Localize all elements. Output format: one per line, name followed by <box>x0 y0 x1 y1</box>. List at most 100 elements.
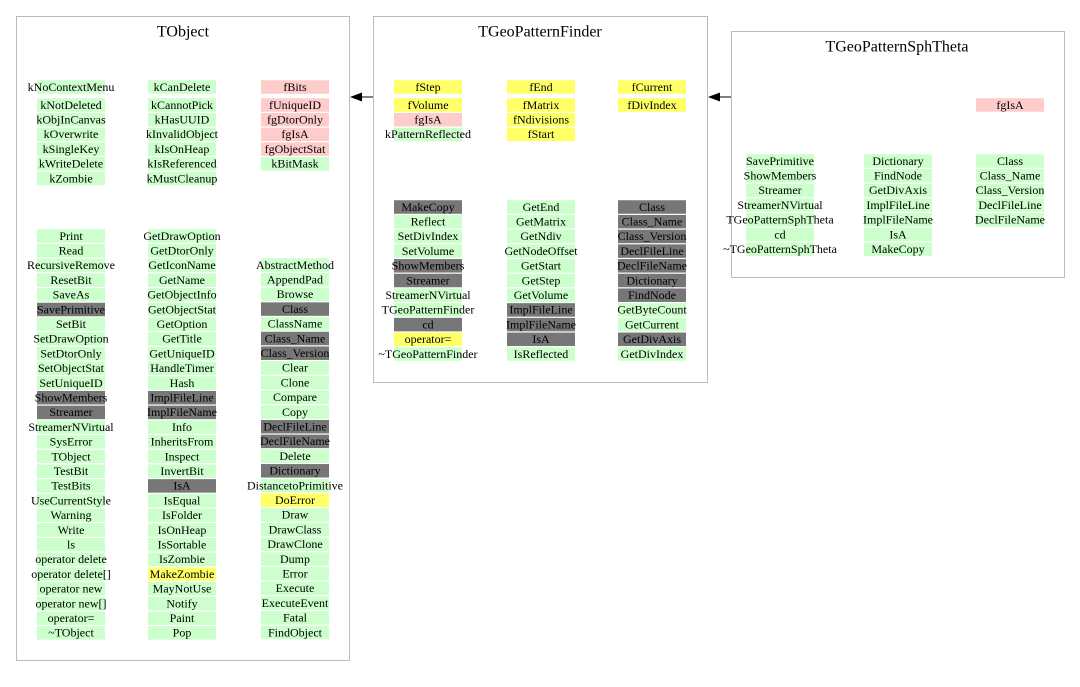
member-highlight <box>37 273 105 287</box>
member-highlight <box>394 244 462 258</box>
member-label: RecursiveRemove <box>27 258 115 272</box>
member-highlight <box>37 405 105 420</box>
member-highlight <box>394 200 462 214</box>
member-highlight <box>507 244 575 258</box>
member-highlight <box>618 229 686 244</box>
member-highlight <box>394 303 462 317</box>
member-label: cd <box>774 227 785 241</box>
member-label: GetNodeOffset <box>504 244 578 258</box>
member-label: ImplFileLine <box>150 390 213 404</box>
member-highlight <box>261 390 329 405</box>
member-label: ls <box>67 537 75 551</box>
member-highlight <box>261 566 329 581</box>
member-highlight <box>37 435 105 449</box>
member-highlight <box>507 347 575 361</box>
member-label: TGeoPatternFinder <box>382 303 475 317</box>
member-label: FindNode <box>874 168 922 182</box>
member-highlight <box>618 347 686 361</box>
member-label: GetVolume <box>514 288 568 302</box>
member-label: fDivIndex <box>627 98 676 112</box>
member-label: kObjInCanvas <box>36 112 106 126</box>
member-label: Pop <box>173 626 192 640</box>
member-highlight <box>37 582 105 596</box>
member-label: kCanDelete <box>154 80 211 94</box>
member-label: SetBit <box>56 317 87 331</box>
member-highlight <box>507 229 575 244</box>
member-highlight <box>37 80 105 94</box>
member-label: FindObject <box>268 625 323 639</box>
member-label: fUniqueID <box>269 98 321 112</box>
member-highlight <box>261 287 329 302</box>
member-label: ImplFileLine <box>866 198 929 212</box>
inheritance-arrow <box>708 92 731 102</box>
member-highlight <box>261 611 329 625</box>
member-label: StreamerNVirtual <box>737 198 823 212</box>
member-highlight <box>618 303 686 317</box>
member-highlight <box>261 508 329 522</box>
member-highlight <box>148 157 216 171</box>
member-label: IsA <box>532 332 550 346</box>
member-highlight <box>37 567 105 581</box>
member-label: GetCurrent <box>625 317 680 331</box>
member-highlight <box>746 198 814 212</box>
member-label: InheritsFrom <box>151 435 214 449</box>
member-label: Dump <box>280 552 310 566</box>
member-label: Class_Version <box>976 183 1045 197</box>
member-label: kBitMask <box>271 157 318 171</box>
member-highlight <box>746 168 814 183</box>
member-highlight <box>507 303 575 317</box>
member-label: operator delete[] <box>31 567 111 581</box>
member-label: GetOption <box>157 317 208 331</box>
member-highlight <box>261 272 329 287</box>
member-highlight <box>37 611 105 625</box>
member-highlight <box>507 332 575 347</box>
member-highlight <box>148 626 216 640</box>
member-label: operator new <box>40 582 103 596</box>
member-highlight <box>148 98 216 112</box>
member-label: Class_Name <box>622 214 683 228</box>
member-highlight <box>394 214 462 229</box>
member-label: GetObjectStat <box>148 302 217 316</box>
member-label: Streamer <box>49 405 92 419</box>
member-highlight <box>261 258 329 272</box>
member-highlight <box>394 288 462 302</box>
member-highlight <box>261 98 329 112</box>
member-label: fStart <box>528 127 555 141</box>
member-label: Class_Name <box>980 168 1041 182</box>
member-highlight <box>261 434 329 449</box>
class-title: TGeoPatternFinder <box>478 24 602 41</box>
member-label: fgIsA <box>414 112 442 126</box>
member-highlight <box>261 142 329 156</box>
member-label: GetEnd <box>523 200 560 214</box>
member-highlight <box>618 273 686 288</box>
member-highlight <box>37 243 105 258</box>
member-highlight <box>507 214 575 229</box>
member-highlight <box>618 317 686 332</box>
member-label: GetNdiv <box>520 229 561 243</box>
member-highlight <box>37 523 105 537</box>
member-highlight <box>507 200 575 214</box>
member-label: InvertBit <box>160 464 204 478</box>
member-highlight <box>261 522 329 537</box>
member-label: kInvalidObject <box>146 127 219 141</box>
member-label: Streamer <box>406 273 449 287</box>
member-label: ImplFileName <box>506 317 576 331</box>
member-label: IsZombie <box>159 552 205 566</box>
member-label: MakeZombie <box>150 567 215 581</box>
member-highlight <box>394 317 462 332</box>
member-highlight <box>148 449 216 464</box>
member-label: fEnd <box>529 80 552 94</box>
member-label: kWriteDelete <box>39 157 103 171</box>
member-label: Paint <box>170 611 195 625</box>
member-highlight <box>261 157 329 171</box>
member-label: ExecuteEvent <box>262 596 329 610</box>
member-highlight <box>864 242 932 256</box>
member-highlight <box>148 171 216 186</box>
member-highlight <box>37 229 105 243</box>
member-highlight <box>261 419 329 434</box>
member-highlight <box>148 582 216 596</box>
member-label: GetStep <box>522 273 561 287</box>
member-highlight <box>37 420 105 434</box>
member-highlight <box>148 435 216 449</box>
